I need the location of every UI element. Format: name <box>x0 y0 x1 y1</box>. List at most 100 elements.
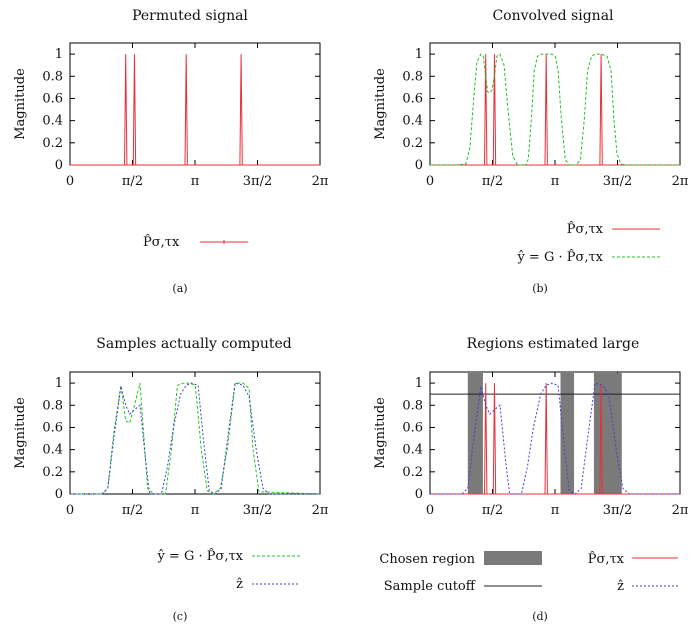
panel-c-xtick-label-3: 3π/2 <box>243 503 272 518</box>
panel-c-y-axis-label: Magnitude <box>13 397 28 469</box>
panel-c-ytick-label-4: 0.8 <box>42 398 63 413</box>
panel-c-ticks: 0 0.2 0.4 0.6 0.8 1 0 π/2 π 3π/2 2π <box>42 372 329 518</box>
panel-permuted-signal: Permuted signal Magnitude 0 0.2 0.4 0.6 0.8 1… <box>13 8 329 295</box>
panel-d-xtick-label-1: π/2 <box>482 503 503 518</box>
panel-b-xtick-label-1: π/2 <box>482 174 503 189</box>
panel-d-legend-label-p: P̂σ,τx <box>588 551 625 567</box>
panel-b-legend: P̂σ,τx ŷ = G · P̂σ,τx <box>516 221 660 265</box>
panel-d-legend-label-zhat: ẑ <box>617 579 624 594</box>
panel-a-caption: (a) <box>172 282 187 295</box>
panel-a-plot-frame <box>69 42 321 166</box>
panel-d-xtick-label-3: 3π/2 <box>603 503 632 518</box>
panel-a-legend: P̂σ,τx <box>143 234 248 250</box>
panel-d-ticks: 0 0.2 0.4 0.6 0.8 1 0 π/2 π 3π/2 2π <box>402 372 689 518</box>
panel-a-spike-2 <box>184 54 188 166</box>
panel-b-xtick-label-3: 3π/2 <box>603 174 632 189</box>
panel-d-spike-1 <box>492 383 497 495</box>
panel-d-marks <box>430 373 680 495</box>
panel-a-spike-3 <box>239 54 243 166</box>
panel-d-ytick-label-5: 1 <box>415 376 423 391</box>
panel-b-ytick-label-0: 0 <box>415 158 423 173</box>
panel-c-series-green-line <box>70 382 321 495</box>
panel-d-legend-swatch-region <box>484 551 542 565</box>
panel-a-legend-label-p: P̂σ,τx <box>143 234 180 250</box>
panel-d-spike-0 <box>484 383 488 495</box>
panel-c-legend: ŷ = G · P̂σ,τx ẑ <box>156 548 300 592</box>
panel-c-marks <box>70 382 321 495</box>
panel-a-ytick-label-2: 0.4 <box>42 114 63 129</box>
panel-b-ytick-label-4: 0.8 <box>402 69 423 84</box>
panel-a-xtick-label-0: 0 <box>66 174 74 189</box>
panel-b-xtick-label-4: 2π <box>672 174 689 189</box>
panel-d-legend: Chosen region Sample cutoff P̂σ,τx ẑ <box>379 551 678 594</box>
panel-c-ytick-label-0: 0 <box>55 487 63 502</box>
panel-c-xtick-label-1: π/2 <box>122 503 143 518</box>
panel-convolved-signal: Convolved signal Magnitude 0 0.2 0.4 0.6 0.8… <box>373 8 689 295</box>
panel-b-series-green-line <box>430 53 680 166</box>
panel-b-title: Convolved signal <box>492 8 614 24</box>
panel-d-chosen-region-2 <box>593 373 622 494</box>
panel-b-xtick-label-0: 0 <box>426 174 434 189</box>
panel-a-title: Permuted signal <box>132 8 248 24</box>
panel-c-ytick-label-5: 1 <box>55 376 63 391</box>
panel-d-plot-frame <box>429 371 681 495</box>
panel-d-caption: (d) <box>532 610 548 623</box>
panel-d-ytick-label-0: 0 <box>415 487 423 502</box>
panel-regions-estimated: Regions estimated large Magnitude 0 0.2 0.… <box>373 336 689 623</box>
panel-c-ytick-label-1: 0.2 <box>42 465 63 480</box>
panel-c-ytick-label-3: 0.6 <box>42 420 63 435</box>
panel-d-spike-2 <box>544 383 548 495</box>
panel-c-plot-frame <box>69 371 321 495</box>
panel-b-spike-1 <box>492 54 497 166</box>
panel-d-legend-label-cutoff: Sample cutoff <box>384 579 477 594</box>
panel-a-xtick-label-3: 3π/2 <box>243 174 272 189</box>
panel-a-xtick-label-1: π/2 <box>122 174 143 189</box>
panel-c-xtick-label-4: 2π <box>312 503 329 518</box>
panel-d-xtick-label-0: 0 <box>426 503 434 518</box>
panel-b-plot-frame <box>429 42 681 166</box>
panel-a-ytick-label-3: 0.6 <box>42 91 63 106</box>
panel-d-ytick-label-1: 0.2 <box>402 465 423 480</box>
panel-a-xtick-label-4: 2π <box>312 174 329 189</box>
panel-b-spike-3 <box>599 54 603 166</box>
panel-a-ytick-label-4: 0.8 <box>42 69 63 84</box>
panel-b-ytick-label-3: 0.6 <box>402 91 423 106</box>
panel-c-caption: (c) <box>173 610 188 623</box>
panel-a-ytick-label-0: 0 <box>55 158 63 173</box>
panel-c-legend-label-yhat: ŷ = G · P̂σ,τx <box>156 548 243 564</box>
panel-d-title: Regions estimated large <box>467 336 640 352</box>
panel-d-ytick-label-3: 0.6 <box>402 420 423 435</box>
panel-a-y-axis-label: Magnitude <box>13 68 28 140</box>
panel-b-caption: (b) <box>532 282 548 295</box>
panel-b-y-axis-label: Magnitude <box>373 68 388 140</box>
panel-a-ytick-label-1: 0.2 <box>42 136 63 151</box>
panel-a-spike-0 <box>124 54 128 166</box>
panel-c-legend-label-zhat: ẑ <box>236 577 243 592</box>
panel-a-marks <box>70 54 320 166</box>
panel-d-spike-3 <box>599 383 603 495</box>
panel-a-ticks: 0 0.2 0.4 0.6 0.8 1 0 π/2 π 3π/2 2π <box>42 43 329 189</box>
panel-b-legend-label-yhat: ŷ = G · P̂σ,τx <box>516 249 603 265</box>
panel-c-ytick-label-2: 0.4 <box>42 443 63 458</box>
panel-c-title: Samples actually computed <box>96 336 291 352</box>
panel-d-ytick-label-4: 0.8 <box>402 398 423 413</box>
panel-b-legend-label-p: P̂σ,τx <box>567 221 604 237</box>
panel-c-xtick-label-0: 0 <box>66 503 74 518</box>
panel-d-xtick-label-2: π <box>551 503 560 518</box>
panel-b-marks <box>430 53 680 166</box>
panel-b-spike-2 <box>544 54 548 166</box>
panel-a-ytick-label-5: 1 <box>55 47 63 62</box>
panel-b-xtick-label-2: π <box>551 174 560 189</box>
panel-a-spike-1 <box>132 54 137 166</box>
panel-b-ytick-label-5: 1 <box>415 47 423 62</box>
panel-d-chosen-region-1 <box>560 373 575 494</box>
panel-b-spike-0 <box>484 54 488 166</box>
panel-b-ticks: 0 0.2 0.4 0.6 0.8 1 0 π/2 π 3π/2 2π <box>402 43 689 189</box>
panel-d-xtick-label-4: 2π <box>672 503 689 518</box>
panel-b-ytick-label-1: 0.2 <box>402 136 423 151</box>
panel-samples-computed: Samples actually computed Magnitude 0 0.2… <box>13 336 329 623</box>
panel-c-xtick-label-2: π <box>191 503 200 518</box>
panel-a-xtick-label-2: π <box>191 174 200 189</box>
panel-b-ytick-label-2: 0.4 <box>402 114 423 129</box>
